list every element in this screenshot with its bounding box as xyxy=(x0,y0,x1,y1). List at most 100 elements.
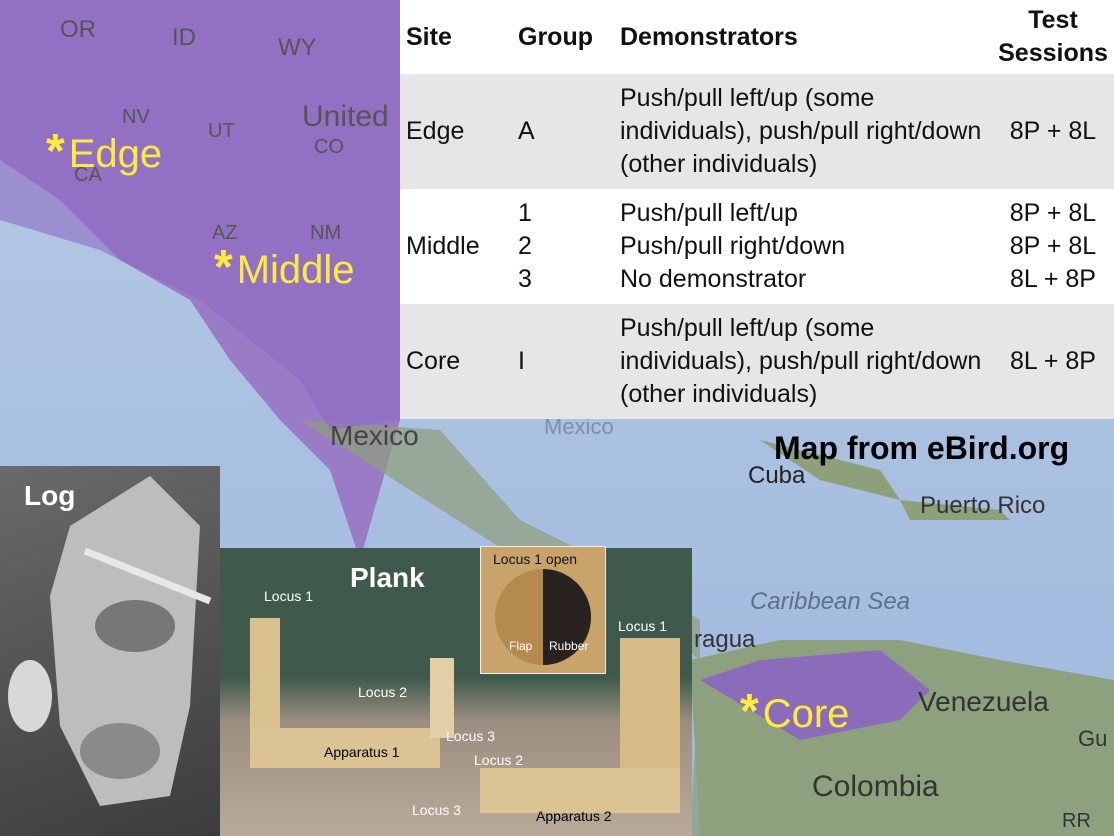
map-label: NM xyxy=(310,222,342,244)
map-label: RR xyxy=(1062,810,1091,832)
board xyxy=(250,728,440,768)
demonstrators-cell: Push/pull left/up Push/pull right/down No … xyxy=(614,189,992,304)
star: * xyxy=(46,125,65,178)
map-label: Venezuela xyxy=(918,686,1049,717)
stick xyxy=(83,547,212,605)
site-marker: * Edge xyxy=(46,124,162,179)
demonstrators-cell: Push/pull left/up (some individuals), pu… xyxy=(614,74,992,189)
site-cell: Middle xyxy=(406,232,480,260)
map-label: WY xyxy=(278,34,317,61)
header-cell: Group xyxy=(518,22,593,51)
photo-label: Locus 3 xyxy=(412,802,462,818)
group-text: 3 xyxy=(518,265,532,293)
map-label: CO xyxy=(314,136,344,158)
inset-drawing xyxy=(495,569,591,665)
header-cell: Test Sessions xyxy=(998,6,1108,67)
site-label: Middle xyxy=(236,248,355,292)
session-text: 8L + 8P xyxy=(1010,265,1096,293)
group-text: I xyxy=(518,347,525,375)
session-text: 8P + 8L xyxy=(1009,117,1097,145)
board xyxy=(480,768,680,813)
groups-cell: A xyxy=(512,74,614,189)
sessions-cell: 8P + 8L 8P + 8L 8L + 8P xyxy=(992,189,1114,304)
demonstrators-cell: Push/pull left/up (some individuals), pu… xyxy=(614,304,992,419)
map-label: Colombia xyxy=(812,770,939,803)
site-marker: * Core xyxy=(740,684,849,739)
photo-title: Log xyxy=(24,480,76,511)
map-label: ragua xyxy=(694,626,756,653)
sessions-cell: 8L + 8P xyxy=(992,304,1114,419)
map-label: Cuba xyxy=(748,462,806,489)
table-panel: Site Group Demonstrators Test Sessions E… xyxy=(400,0,1114,419)
inset-photo: Locus 1 open Flap Rubber xyxy=(480,546,606,674)
photo-label: Apparatus 2 xyxy=(536,808,612,824)
range-core xyxy=(700,650,930,740)
photo-label: Apparatus 1 xyxy=(324,744,400,760)
site-marker: * Middle xyxy=(214,240,355,295)
groups-cell: I xyxy=(512,304,614,419)
table-row: Edge A Push/pull left/up (some individuals… xyxy=(400,74,1114,189)
star: * xyxy=(214,241,233,294)
map-label: Gu xyxy=(1078,726,1108,751)
photo-label: Locus 3 xyxy=(446,728,496,744)
photo-title: Plank xyxy=(350,562,425,593)
map-label: AZ xyxy=(212,222,238,244)
demonstrator-text: Push/pull left/up (some individuals), pu… xyxy=(620,84,982,178)
photo-label: Flap xyxy=(509,639,533,653)
sessions-table: Site Group Demonstrators Test Sessions E… xyxy=(400,0,1114,419)
group-text: A xyxy=(518,117,535,145)
islands xyxy=(760,440,1010,520)
board xyxy=(430,658,454,738)
plank-drawing xyxy=(250,618,680,813)
session-text: 8P + 8L xyxy=(1009,232,1097,260)
map-label: UT xyxy=(208,120,235,142)
land xyxy=(300,420,1114,836)
session-text: 8L + 8P xyxy=(1010,347,1096,375)
log-drawing xyxy=(8,476,212,806)
map-label: NV xyxy=(122,106,150,128)
range-dense xyxy=(0,0,400,430)
demonstrator-text: No demonstrator xyxy=(620,265,807,293)
site-label: Edge xyxy=(68,132,163,176)
plank-photo: Plank Locus 1 Locus 2 Locus 3 Apparatus … xyxy=(220,548,692,836)
site-cell: Edge xyxy=(406,117,465,145)
photo-title: Locus 1 open xyxy=(493,551,578,567)
demonstrator-text: Push/pull right/down xyxy=(620,232,846,260)
map-label: Puerto Rico xyxy=(920,492,1046,519)
map-label: OR xyxy=(60,16,96,43)
group-text: 1 xyxy=(518,199,532,227)
photo-label: Locus 2 xyxy=(474,752,524,768)
demonstrator-text: Push/pull left/up (some individuals), pu… xyxy=(620,314,982,408)
header-cell: Site xyxy=(406,22,452,51)
groups-cell: 1 2 3 xyxy=(512,189,614,304)
map-label: United xyxy=(302,100,389,133)
log-photo: Log xyxy=(0,466,220,836)
photo-label: Locus 2 xyxy=(358,684,408,700)
site-cell: Core xyxy=(406,347,461,375)
map-label: CA xyxy=(74,164,102,186)
site-label: Core xyxy=(762,692,850,736)
photo-label: Locus 1 xyxy=(264,588,314,604)
group-text: 2 xyxy=(518,232,532,260)
photo-label: Rubber xyxy=(549,639,589,653)
table-row: Middle 1 2 3 Push/pull left/up Push/pull righ… xyxy=(400,189,1114,304)
map-label: Mexico xyxy=(330,420,419,451)
header-row: Site Group Demonstrators Test Sessions xyxy=(400,0,1114,74)
map-label: ID xyxy=(172,24,196,51)
rubber xyxy=(543,569,591,665)
hole xyxy=(80,723,160,779)
session-text: 8P + 8L xyxy=(1009,199,1097,227)
star: * xyxy=(740,685,759,738)
flap xyxy=(8,660,52,732)
map-label: Caribbean Sea xyxy=(750,588,911,615)
photo-label: Locus 1 xyxy=(618,618,668,634)
header-cell: Demonstrators xyxy=(620,22,798,51)
table-row: Core I Push/pull left/up (some individuals… xyxy=(400,304,1114,419)
hole xyxy=(95,600,175,652)
sessions-cell: 8P + 8L xyxy=(992,74,1114,189)
map-credit: Map from eBird.org xyxy=(774,430,1070,466)
